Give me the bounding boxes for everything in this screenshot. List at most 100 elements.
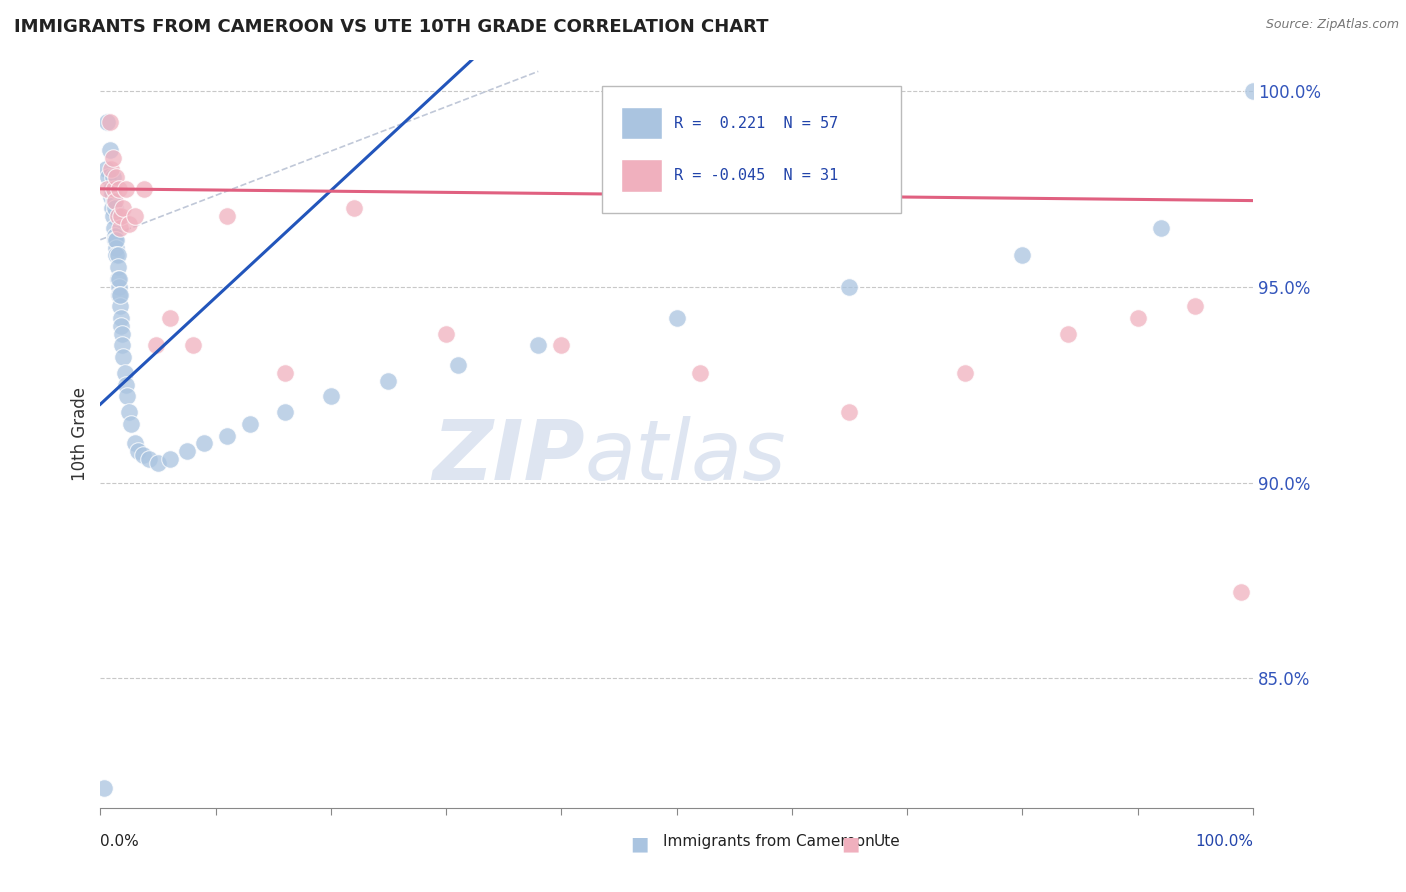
Point [1241, 84, 1264, 98]
Point [112, 202, 135, 216]
Point [1011, 248, 1033, 262]
Point [114, 377, 136, 392]
Text: R =  0.221  N = 57: R = 0.221 N = 57 [675, 116, 838, 130]
Point [104, 194, 127, 208]
Point [176, 444, 198, 458]
Point [107, 272, 129, 286]
Point [107, 287, 129, 301]
Point [105, 170, 128, 185]
Point [217, 209, 239, 223]
Point [159, 452, 181, 467]
Point [121, 417, 143, 431]
Point [127, 444, 149, 458]
Point [689, 366, 711, 380]
Point [96, 182, 118, 196]
Point [114, 182, 136, 196]
Point [239, 417, 262, 431]
Point [1126, 311, 1149, 326]
Point [107, 279, 129, 293]
Point [446, 358, 468, 372]
Point [93, 780, 115, 795]
Point [110, 311, 132, 326]
Point [107, 182, 129, 196]
Point [434, 326, 457, 341]
Point [115, 389, 138, 403]
Point [101, 170, 124, 185]
Y-axis label: 10th Grade: 10th Grade [72, 386, 89, 481]
Point [112, 350, 135, 364]
Point [274, 405, 297, 419]
Point [110, 318, 132, 333]
Point [111, 338, 134, 352]
Bar [621, 160, 662, 192]
Point [100, 182, 122, 196]
Text: atlas: atlas [585, 416, 786, 497]
Point [1184, 299, 1206, 313]
Text: ZIP: ZIP [432, 416, 585, 497]
Text: Ute: Ute [873, 834, 900, 849]
Point [124, 436, 146, 450]
Point [138, 452, 160, 467]
Point [145, 338, 167, 352]
Point [98, 143, 121, 157]
Point [108, 221, 131, 235]
Point [98, 115, 121, 129]
Point [105, 248, 128, 262]
Point [1149, 221, 1171, 235]
Point [100, 189, 122, 203]
Point [953, 366, 976, 380]
Point [181, 338, 204, 352]
Point [94, 162, 117, 177]
Point [101, 151, 124, 165]
Text: ■: ■ [630, 834, 648, 854]
Point [114, 366, 136, 380]
Point [838, 279, 860, 293]
Point [159, 311, 181, 326]
Point [100, 162, 122, 177]
Point [111, 326, 134, 341]
Point [527, 338, 550, 352]
Point [193, 436, 215, 450]
Text: R = -0.045  N = 31: R = -0.045 N = 31 [675, 169, 838, 183]
Point [550, 338, 572, 352]
Point [101, 209, 124, 223]
Point [107, 260, 129, 275]
Point [97, 170, 120, 185]
Point [101, 186, 124, 200]
Point [103, 194, 125, 208]
Point [146, 456, 169, 470]
Point [107, 209, 129, 223]
Point [377, 374, 399, 388]
Point [118, 217, 141, 231]
Point [319, 389, 342, 403]
Text: ■: ■ [841, 834, 859, 854]
Text: 0.0%: 0.0% [100, 834, 139, 849]
Point [1057, 326, 1080, 341]
Point [665, 311, 688, 326]
Point [1230, 585, 1253, 599]
Point [110, 209, 132, 223]
Point [132, 448, 155, 462]
Point [104, 233, 127, 247]
Point [96, 115, 118, 129]
Point [103, 182, 125, 196]
Point [274, 366, 297, 380]
Text: IMMIGRANTS FROM CAMEROON VS UTE 10TH GRADE CORRELATION CHART: IMMIGRANTS FROM CAMEROON VS UTE 10TH GRA… [14, 18, 769, 36]
Point [104, 228, 127, 243]
Text: 100.0%: 100.0% [1195, 834, 1253, 849]
Point [108, 287, 131, 301]
FancyBboxPatch shape [602, 86, 901, 213]
Point [105, 241, 128, 255]
Bar [621, 106, 662, 139]
Point [124, 209, 146, 223]
Point [104, 202, 127, 216]
Point [105, 233, 128, 247]
Point [108, 299, 131, 313]
Point [217, 428, 239, 442]
Point [101, 202, 124, 216]
Point [838, 405, 860, 419]
Point [107, 272, 129, 286]
Point [103, 221, 125, 235]
Point [118, 405, 141, 419]
Point [134, 182, 156, 196]
